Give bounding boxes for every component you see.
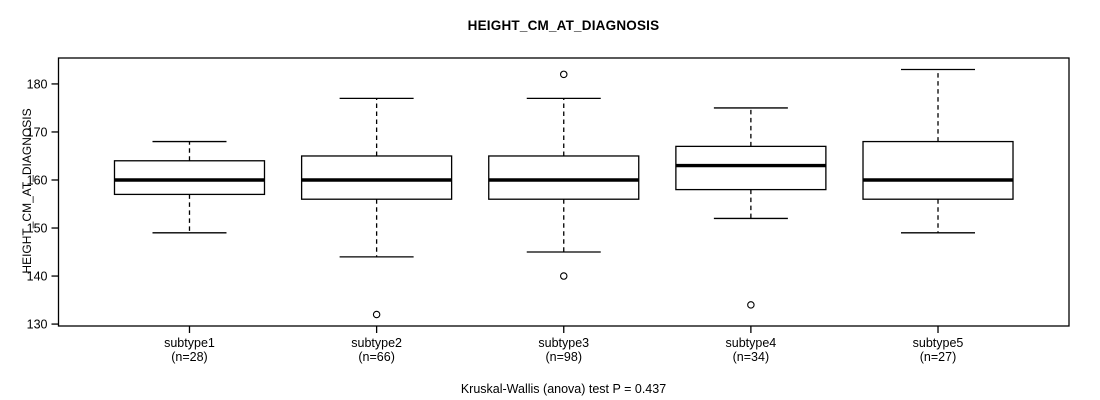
x-group-n-label: (n=98) [546,350,582,364]
outlier-point [559,70,568,79]
x-group-label: subtype2 [351,336,402,350]
boxplot-subtype1: subtype1(n=28) [113,140,266,364]
x-group-n-label: (n=66) [358,350,394,364]
y-tick-label: 170 [27,125,48,139]
x-group-label: subtype4 [726,336,777,350]
x-group-label: subtype1 [164,336,215,350]
y-tick-label: 150 [27,222,48,236]
x-group-n-label: (n=34) [733,350,769,364]
iqr-box [300,155,453,200]
y-tick-label: 130 [27,318,48,332]
outlier-point [559,272,568,280]
x-group-label: subtype3 [538,336,589,350]
boxplot-subtype2: subtype2(n=66) [300,97,453,364]
x-group-label: subtype5 [913,336,964,350]
y-tick-label: 180 [27,77,48,91]
x-group-n-label: (n=28) [171,350,207,364]
y-tick-label: 160 [27,173,48,187]
outlier-point [372,310,381,319]
kruskal-wallis-caption: Kruskal-Wallis (anova) test P = 0.437 [460,382,667,396]
iqr-box [862,140,1014,200]
boxplot-subtype5: subtype5(n=27) [862,68,1014,364]
boxplot-subtype3: subtype3(n=98) [488,70,640,364]
y-tick-label: 140 [27,270,48,284]
iqr-box [488,155,640,200]
outlier-point [747,301,755,309]
iqr-box [675,145,827,191]
x-group-n-label: (n=27) [920,350,956,364]
chart-title: HEIGHT_CM_AT_DIAGNOSIS [467,18,660,33]
boxplot-subtype4: subtype4(n=34) [675,107,827,364]
iqr-box [113,160,266,196]
